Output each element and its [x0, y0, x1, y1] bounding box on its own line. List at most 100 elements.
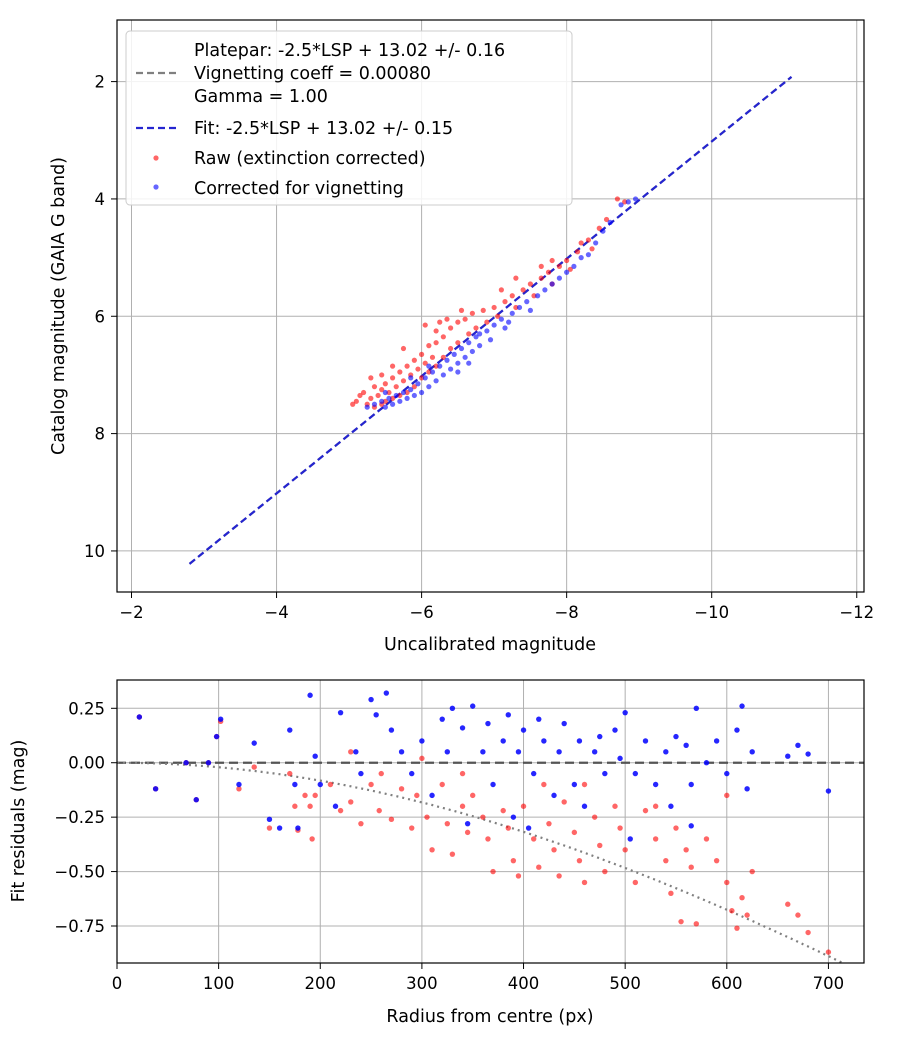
bottom-x-tick-label: 200	[305, 974, 337, 993]
raw-residual-point	[795, 912, 801, 918]
corrected-point	[618, 202, 624, 208]
top-fit-lines	[188, 76, 793, 565]
raw-residual-point	[693, 921, 700, 927]
corrected-point	[571, 263, 577, 269]
raw-residual-point	[358, 820, 364, 827]
raw-residual-point	[617, 825, 623, 831]
corrected-point	[473, 334, 479, 340]
corrected-point	[422, 375, 428, 381]
raw-residual-point	[337, 807, 344, 814]
corrected-point	[444, 357, 450, 363]
raw-point	[531, 293, 537, 299]
corrected-residual-point	[337, 709, 344, 716]
corrected-residual-point	[520, 727, 527, 733]
raw-residual-point	[368, 781, 374, 788]
raw-residual-point	[724, 792, 730, 799]
corrected-residual-point	[353, 749, 359, 755]
corrected-point	[542, 287, 548, 293]
bottom-x-tick-label: 300	[406, 974, 438, 993]
top-axes-frame	[116, 19, 865, 593]
raw-point	[426, 343, 432, 349]
corrected-point	[415, 381, 421, 387]
corrected-residual-point	[419, 738, 425, 744]
corrected-residual-point	[652, 781, 659, 788]
corrected-residual-point	[368, 696, 374, 703]
corrected-residual-point	[525, 825, 532, 831]
raw-point	[386, 389, 392, 396]
raw-point	[400, 378, 407, 384]
top-scatter-points	[350, 196, 639, 410]
corrected-residual-point	[480, 749, 486, 755]
raw-residual-point	[302, 792, 308, 799]
raw-point	[429, 354, 436, 360]
raw-residual-point	[581, 781, 588, 788]
corrected-point	[484, 328, 490, 334]
raw-residual-point	[287, 770, 293, 777]
corrected-point	[433, 378, 439, 384]
raw-residual-point	[459, 770, 466, 777]
raw-residual-point	[597, 842, 603, 849]
top-y-tick-label: 4	[95, 190, 106, 209]
raw-residual-point	[688, 864, 694, 870]
corrected-residual-point	[500, 738, 506, 744]
raw-residual-point	[546, 820, 552, 827]
raw-point	[426, 369, 432, 375]
raw-point	[520, 287, 526, 293]
top-y-tick-label: 6	[95, 307, 106, 326]
bottom-x-tick-label: 400	[508, 974, 540, 993]
corrected-residual-point	[642, 738, 649, 744]
corrected-point	[593, 240, 599, 246]
raw-residual-point	[419, 755, 425, 762]
raw-point	[433, 340, 439, 346]
raw-residual-point	[683, 847, 689, 853]
corrected-residual-point	[373, 712, 379, 718]
raw-residual-point	[378, 770, 384, 777]
corrected-residual-point	[683, 742, 689, 749]
raw-point	[382, 381, 388, 387]
corrected-point	[371, 401, 378, 407]
raw-residual-point	[444, 820, 451, 827]
corrected-residual-point	[541, 738, 547, 744]
corrected-point	[477, 343, 483, 349]
raw-residual-point	[612, 803, 618, 809]
raw-point	[389, 375, 396, 381]
corrected-residual-point	[602, 770, 608, 777]
corrected-residual-point	[136, 714, 143, 720]
raw-residual-point	[376, 807, 382, 814]
raw-residual-point	[668, 890, 674, 897]
corrected-residual-point	[571, 781, 578, 788]
raw-point	[440, 354, 446, 360]
corrected-residual-point	[561, 720, 567, 727]
bottom-y-tick-label: −0.25	[54, 808, 105, 827]
corrected-residual-point	[485, 720, 491, 727]
raw-residual-point	[602, 868, 608, 875]
raw-point	[578, 240, 584, 246]
corrected-point	[440, 372, 446, 378]
raw-point	[513, 304, 519, 311]
corrected-point	[578, 255, 584, 261]
corrected-residual-point	[358, 770, 364, 777]
raw-point	[382, 398, 388, 404]
raw-residual-point	[536, 864, 542, 870]
raw-residual-point	[292, 803, 298, 809]
raw-point	[448, 325, 454, 331]
corrected-residual-point	[688, 823, 694, 829]
corrected-point	[556, 275, 562, 281]
corrected-residual-point	[581, 803, 588, 809]
corrected-residual-point	[236, 781, 242, 788]
raw-residual-point	[673, 825, 679, 831]
corrected-point	[437, 363, 443, 369]
raw-residual-point	[348, 799, 354, 805]
bottom-reference-lines	[117, 761, 864, 963]
corrected-point	[408, 387, 414, 393]
raw-point	[509, 293, 515, 299]
corrected-point	[386, 395, 392, 401]
raw-point	[527, 281, 533, 287]
corrected-residual-point	[183, 760, 189, 766]
corrected-point	[564, 269, 570, 275]
raw-residual-point	[663, 857, 669, 864]
corrected-point	[600, 228, 606, 234]
raw-point	[455, 319, 461, 325]
raw-point	[389, 395, 396, 401]
raw-residual-point	[591, 814, 598, 820]
